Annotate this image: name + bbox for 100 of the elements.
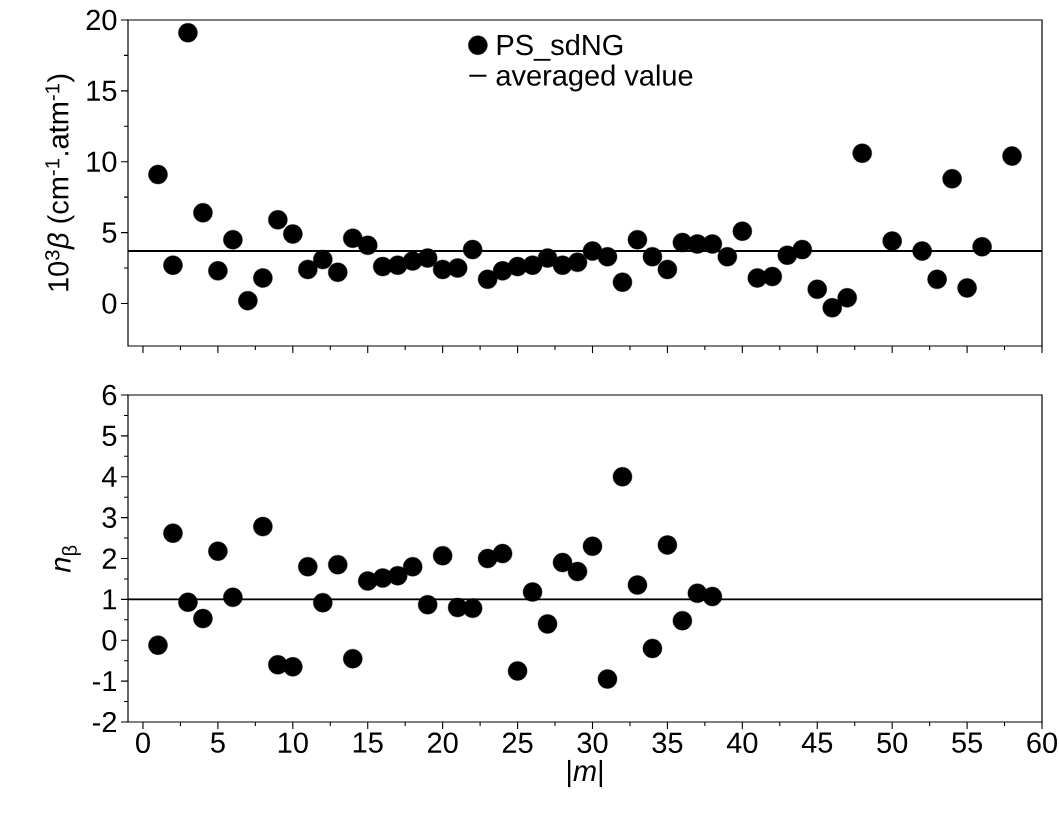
point: [447, 258, 468, 278]
y-tick-label: 1: [103, 589, 117, 610]
point: [972, 237, 992, 257]
point: [238, 290, 258, 311]
point: [792, 239, 812, 260]
point: [208, 541, 228, 561]
point: [522, 582, 543, 602]
x-tick-label: 15: [353, 732, 383, 753]
point: [642, 246, 663, 267]
point: [627, 229, 648, 250]
point: [163, 255, 183, 275]
y-axis-title: n$_{β}$: [54, 545, 81, 573]
point: [507, 661, 528, 681]
y-tick-label: 15: [87, 80, 117, 101]
point: [358, 235, 378, 256]
point: [612, 272, 633, 292]
point: [298, 259, 318, 280]
x-tick-label: 25: [502, 732, 533, 754]
y-tick-label: 2: [102, 548, 116, 569]
point: [552, 552, 573, 573]
point: [417, 594, 438, 615]
point: [1002, 146, 1022, 166]
point: [957, 278, 977, 298]
point: [807, 279, 827, 299]
point: [612, 467, 633, 487]
point: [343, 648, 363, 669]
x-axis-title: |m|: [567, 759, 603, 788]
point: [208, 261, 228, 281]
y-tick-label: 5: [102, 425, 117, 446]
point: [657, 259, 678, 280]
y-tick-label: 0: [102, 629, 117, 651]
point: [417, 248, 438, 268]
x-tick-label: 20: [427, 732, 458, 754]
point: [717, 246, 738, 267]
x-tick-label: 30: [577, 732, 608, 754]
point: [762, 266, 782, 287]
point: [193, 203, 213, 223]
point: [462, 239, 483, 260]
y-tick-label: 10: [87, 151, 117, 172]
x-tick-label: 55: [952, 732, 982, 753]
point: [193, 608, 213, 629]
point: [283, 657, 303, 677]
point: [148, 164, 168, 185]
x-tick-label: 50: [877, 732, 908, 754]
point: [627, 575, 648, 595]
point: [462, 598, 483, 619]
point: [912, 241, 932, 261]
point: [148, 635, 168, 655]
point: [313, 592, 333, 613]
point: [702, 586, 723, 607]
point: [268, 210, 288, 230]
y-tick-label: 0: [102, 293, 117, 314]
point: [298, 556, 318, 577]
point: [942, 169, 962, 189]
point: [477, 548, 498, 569]
point: [672, 610, 693, 631]
point: [927, 269, 947, 290]
y-tick-label: 3: [102, 507, 117, 528]
x-tick-label: 35: [652, 732, 683, 754]
point: [283, 224, 303, 244]
point: [388, 565, 408, 586]
point: [642, 638, 663, 659]
point: [822, 298, 842, 318]
point: [163, 523, 183, 543]
point: [522, 255, 543, 275]
y-tick-label: -1: [92, 671, 117, 692]
x-tick-label: 45: [801, 732, 833, 753]
y-tick-label: -2: [92, 711, 116, 733]
point: [567, 252, 588, 273]
point: [343, 228, 363, 248]
legend-label: PS_sdNG: [497, 33, 623, 61]
point: [178, 23, 198, 43]
point: [702, 234, 723, 254]
point: [657, 535, 678, 555]
point: [223, 587, 243, 608]
point: [537, 248, 558, 268]
point: [313, 249, 333, 270]
x-tick-label: 40: [726, 732, 758, 754]
point: [852, 143, 872, 163]
point: [837, 288, 857, 308]
y-tick-label: 20: [86, 9, 117, 31]
point: [537, 614, 558, 634]
point: [388, 255, 408, 275]
point: [732, 221, 753, 241]
point: [492, 543, 513, 564]
x-tick-label: 60: [1027, 732, 1057, 754]
y-axis-title: 10$^{3}$β (cm$^{-1}$.atm$^{-1}$): [45, 74, 75, 291]
y-tick-label: 4: [102, 466, 117, 487]
point: [253, 268, 273, 288]
point: [477, 269, 498, 290]
x-tick-label: 5: [211, 732, 225, 753]
point: [582, 536, 603, 556]
point: [178, 592, 198, 612]
point: [567, 561, 588, 582]
point: [882, 231, 902, 251]
point: [597, 246, 618, 267]
x-tick-label: 10: [278, 732, 308, 754]
point: [223, 229, 243, 250]
point: [328, 262, 348, 282]
point: [253, 516, 273, 537]
